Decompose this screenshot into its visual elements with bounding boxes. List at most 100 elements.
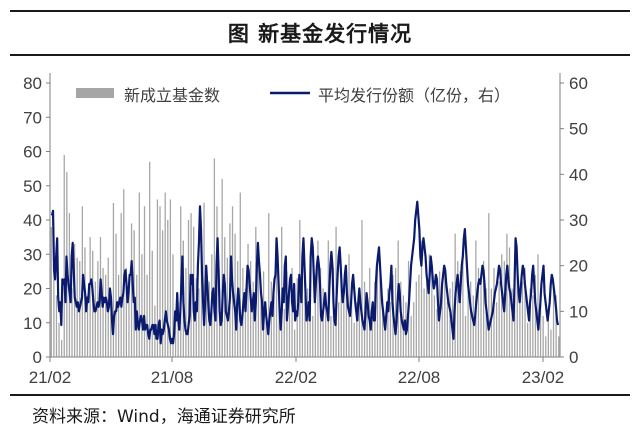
bar [112,202,115,358]
bar [338,302,340,357]
bar [444,274,446,357]
bar [542,315,544,357]
right-tick-label: 10 [569,302,588,321]
x-tick-label: 22/08 [398,368,441,387]
bar [177,302,179,357]
bar [149,161,151,357]
bar [146,274,148,357]
bar [213,158,216,357]
bar [322,288,324,357]
bar [387,288,389,357]
bar [296,278,298,357]
bar [521,281,524,357]
bar [470,281,472,357]
bar [431,267,433,357]
bar [558,336,560,357]
bar [115,233,117,357]
bar [519,302,521,357]
axes: 0 10 20 30 40 50 60 70 80 0 10 20 30 40 50 60 21/02 21/08… [23,73,588,387]
bar [301,281,304,357]
bar [545,336,547,357]
bar [195,278,197,357]
bar [358,288,361,357]
bar [462,254,464,357]
bar [379,274,381,357]
title-top-rule [10,10,630,12]
bar [498,281,500,357]
bar [493,267,495,357]
bar [159,206,161,357]
bar [451,281,454,357]
bar [547,309,549,357]
bar [529,288,531,357]
bar [348,254,350,357]
footer-rule [10,394,630,396]
right-tick-label: 60 [569,74,588,93]
bar [270,281,272,357]
right-tick-label: 50 [569,120,588,139]
bar [534,274,537,357]
bar [71,288,73,357]
bar [428,254,430,357]
bar [288,295,291,357]
bar [495,302,498,357]
chart-title: 图 新基金发行情况 [227,22,413,46]
bar [464,315,467,357]
bar [511,288,513,357]
bar [169,199,172,357]
bar [55,295,58,357]
left-tick-label: 20 [23,280,42,299]
left-tick-label: 30 [23,245,42,264]
bar [532,295,534,357]
bar [366,295,368,357]
bar [436,309,438,357]
bar [361,220,363,357]
left-tick-label: 60 [23,143,42,162]
bar [275,254,278,357]
bar [384,315,386,357]
bar [260,295,262,357]
bar [110,295,112,357]
bar [418,274,420,357]
bar [102,267,104,357]
bar [350,281,353,357]
bar [343,295,345,357]
left-tick-label: 10 [23,314,42,333]
source-note: 资料来源：Wind，海通证券研究所 [32,407,296,427]
bar [501,254,503,357]
bar [524,267,526,357]
bar [117,274,120,357]
bar [433,295,436,357]
bar [459,271,461,358]
bar [340,281,342,357]
bar [283,309,285,357]
right-tick-label: 0 [569,348,578,367]
bar [508,247,511,357]
right-tick-label: 20 [569,257,588,276]
bar [309,302,311,357]
bar [120,213,122,357]
bar [480,281,482,357]
legend-bar-label: 新成立基金数 [124,87,220,105]
bar [187,220,190,357]
bar [50,226,52,357]
bar [304,295,306,357]
bar [376,254,379,357]
bar [485,288,487,357]
right-tick-label: 30 [569,211,588,230]
bar [382,298,384,357]
bar [317,240,319,357]
bar [477,267,480,357]
bar [555,295,557,357]
bar [371,305,373,358]
bar [58,322,60,357]
x-tick-label: 23/02 [522,368,565,387]
bar [389,302,392,357]
bar [506,233,508,357]
bar [61,339,63,358]
bar [413,302,415,357]
bar [221,178,223,357]
bar [306,288,309,357]
